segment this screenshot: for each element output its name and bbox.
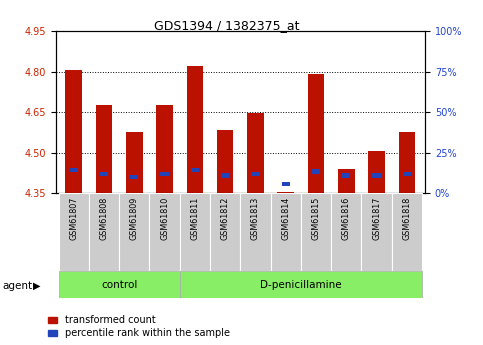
Bar xyxy=(372,174,381,178)
Bar xyxy=(100,172,108,176)
Bar xyxy=(403,172,411,176)
Bar xyxy=(70,168,78,172)
Text: GSM61814: GSM61814 xyxy=(281,197,290,240)
Bar xyxy=(130,175,139,179)
Legend: transformed count, percentile rank within the sample: transformed count, percentile rank withi… xyxy=(48,315,230,338)
FancyBboxPatch shape xyxy=(241,193,270,271)
Text: GSM61813: GSM61813 xyxy=(251,197,260,240)
Text: GSM61815: GSM61815 xyxy=(312,197,321,240)
Text: GSM61816: GSM61816 xyxy=(342,197,351,240)
Text: D-penicillamine: D-penicillamine xyxy=(260,280,341,289)
Bar xyxy=(191,168,199,172)
FancyBboxPatch shape xyxy=(58,193,89,271)
Bar xyxy=(186,66,203,193)
FancyBboxPatch shape xyxy=(210,193,241,271)
FancyBboxPatch shape xyxy=(392,193,422,271)
Bar xyxy=(221,174,229,178)
Bar xyxy=(247,114,264,193)
Bar xyxy=(217,130,233,193)
FancyBboxPatch shape xyxy=(270,193,301,271)
Text: GSM61807: GSM61807 xyxy=(69,197,78,240)
FancyBboxPatch shape xyxy=(180,271,422,298)
Text: GSM61812: GSM61812 xyxy=(221,197,229,240)
Bar xyxy=(338,169,355,193)
FancyBboxPatch shape xyxy=(149,193,180,271)
Bar xyxy=(282,181,290,186)
Bar xyxy=(251,172,259,176)
Text: GSM61817: GSM61817 xyxy=(372,197,381,240)
Bar xyxy=(398,132,415,193)
Bar xyxy=(156,105,173,193)
FancyBboxPatch shape xyxy=(361,193,392,271)
Bar xyxy=(312,169,320,174)
Bar xyxy=(308,74,325,193)
Bar xyxy=(277,192,294,193)
Text: GSM61811: GSM61811 xyxy=(190,197,199,240)
FancyBboxPatch shape xyxy=(89,193,119,271)
FancyBboxPatch shape xyxy=(58,271,180,298)
Bar xyxy=(65,70,82,193)
Text: ▶: ▶ xyxy=(33,281,41,290)
FancyBboxPatch shape xyxy=(180,193,210,271)
Text: GDS1394 / 1382375_at: GDS1394 / 1382375_at xyxy=(154,19,300,32)
FancyBboxPatch shape xyxy=(331,193,361,271)
Bar xyxy=(160,172,169,176)
Bar xyxy=(126,132,142,193)
Bar xyxy=(342,174,351,178)
FancyBboxPatch shape xyxy=(119,193,149,271)
Text: control: control xyxy=(101,280,137,289)
Text: GSM61808: GSM61808 xyxy=(99,197,109,240)
Text: GSM61810: GSM61810 xyxy=(160,197,169,240)
Text: agent: agent xyxy=(2,281,32,290)
Bar xyxy=(368,151,385,193)
Text: GSM61809: GSM61809 xyxy=(130,197,139,240)
FancyBboxPatch shape xyxy=(301,193,331,271)
Bar xyxy=(96,105,113,193)
Text: GSM61818: GSM61818 xyxy=(402,197,412,240)
